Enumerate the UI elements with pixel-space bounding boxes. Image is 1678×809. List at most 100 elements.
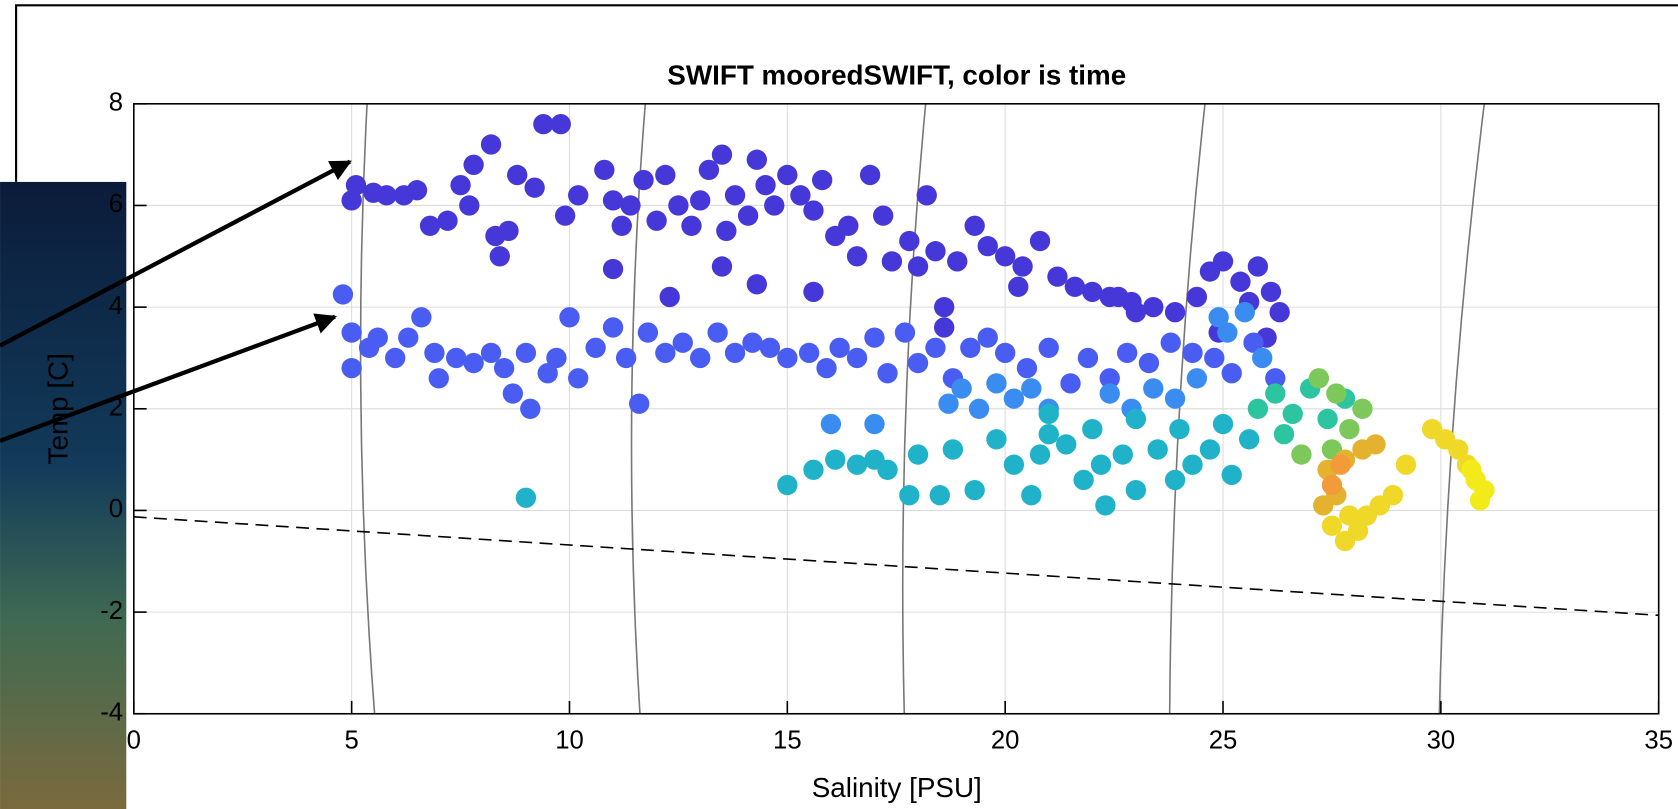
point <box>1199 439 1221 460</box>
point <box>907 444 929 465</box>
point <box>568 368 589 389</box>
point <box>724 185 746 206</box>
point <box>916 185 937 206</box>
point <box>520 398 541 419</box>
point <box>1461 459 1482 480</box>
point <box>711 256 733 277</box>
point <box>995 342 1016 364</box>
point <box>873 205 894 226</box>
point <box>968 398 990 419</box>
point <box>1339 505 1360 526</box>
point <box>829 337 850 358</box>
point <box>681 215 702 236</box>
point <box>620 195 641 216</box>
point <box>1252 347 1273 369</box>
x-tick-label: 35 <box>1644 726 1673 754</box>
point <box>934 317 955 338</box>
x-tick-label: 15 <box>773 726 802 754</box>
y-tick-label: -4 <box>100 699 123 727</box>
point <box>755 174 776 196</box>
point <box>1326 383 1347 404</box>
point <box>929 485 950 506</box>
y-tick-label: 4 <box>109 292 123 320</box>
point <box>585 337 606 358</box>
point <box>1099 383 1120 404</box>
point <box>398 327 419 348</box>
point <box>341 190 362 211</box>
point <box>1265 368 1286 389</box>
point <box>659 286 680 308</box>
point <box>1116 342 1138 364</box>
point <box>1186 368 1208 389</box>
points <box>332 113 1495 552</box>
point <box>1164 388 1186 409</box>
point <box>711 144 733 165</box>
point <box>798 342 820 364</box>
point <box>341 322 362 343</box>
point <box>825 449 846 470</box>
point <box>1321 515 1343 536</box>
point <box>724 342 746 364</box>
point <box>907 352 929 374</box>
background-photo <box>0 181 127 809</box>
point <box>986 373 1007 394</box>
point <box>637 322 659 343</box>
point <box>846 454 868 475</box>
point <box>764 195 785 216</box>
point <box>507 164 528 186</box>
point <box>376 185 397 206</box>
point <box>777 347 798 369</box>
point <box>633 169 654 191</box>
point <box>1221 363 1242 384</box>
point <box>1221 464 1242 486</box>
point <box>1082 418 1103 440</box>
point <box>411 307 432 328</box>
point <box>1008 276 1029 297</box>
point <box>493 357 515 379</box>
point <box>690 190 711 211</box>
point <box>446 347 467 369</box>
point <box>533 113 554 135</box>
x-tick-label: 25 <box>1209 726 1238 754</box>
point <box>1003 454 1025 475</box>
point <box>1291 444 1312 465</box>
arrow <box>0 159 352 348</box>
point <box>960 337 981 358</box>
point <box>1352 398 1373 419</box>
point <box>498 220 519 242</box>
y-axis-label: Temp [C] <box>42 353 73 464</box>
point <box>559 307 580 328</box>
point <box>424 342 445 364</box>
x-tick-label: 10 <box>555 726 584 754</box>
point <box>1038 403 1059 425</box>
point <box>1073 469 1094 491</box>
point <box>803 459 824 480</box>
point <box>1147 439 1168 460</box>
point <box>1282 403 1303 425</box>
point <box>341 357 362 379</box>
point <box>1217 322 1238 343</box>
point <box>537 363 558 384</box>
y-tick-label: 6 <box>109 190 123 218</box>
point <box>450 174 471 196</box>
point <box>1208 307 1229 328</box>
point <box>934 296 955 318</box>
y-tick-label: -2 <box>100 597 123 625</box>
point <box>1182 454 1203 475</box>
point <box>1339 418 1360 440</box>
isopycnal <box>901 103 927 714</box>
point <box>594 159 615 181</box>
point <box>1317 408 1338 430</box>
point <box>1164 302 1186 323</box>
point <box>428 368 449 389</box>
point <box>864 327 885 348</box>
point <box>964 215 985 236</box>
point <box>602 190 624 211</box>
point <box>1112 444 1133 465</box>
point <box>816 357 837 379</box>
point <box>1125 302 1147 323</box>
point <box>1238 429 1260 450</box>
point <box>1330 454 1351 475</box>
point <box>385 347 406 369</box>
